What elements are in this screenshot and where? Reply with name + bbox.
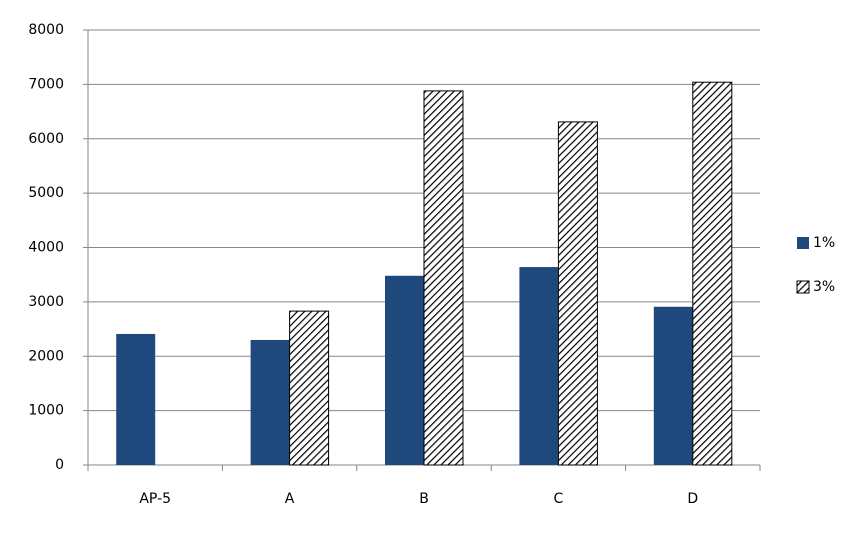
legend-swatch bbox=[797, 237, 809, 249]
x-tick-label: D bbox=[687, 491, 698, 507]
y-tick-label: 1000 bbox=[28, 403, 64, 419]
y-tick-label: 2000 bbox=[28, 348, 64, 364]
y-tick-label: 3000 bbox=[28, 294, 64, 310]
y-tick-label: 7000 bbox=[28, 76, 64, 92]
legend-swatch bbox=[796, 280, 810, 294]
bar bbox=[692, 81, 733, 466]
legend-label: 1% bbox=[813, 235, 835, 251]
y-tick-label: 8000 bbox=[28, 22, 64, 38]
bar bbox=[653, 306, 693, 465]
bar bbox=[116, 333, 156, 465]
y-tick-label: 5000 bbox=[28, 185, 64, 201]
bar bbox=[250, 339, 290, 465]
bar bbox=[385, 275, 424, 465]
x-tick-label: C bbox=[554, 491, 564, 507]
x-tick-label: B bbox=[419, 491, 429, 507]
bar bbox=[519, 267, 559, 465]
y-tick-label: 4000 bbox=[28, 240, 64, 256]
bar bbox=[557, 121, 598, 466]
bar bbox=[423, 90, 464, 466]
y-tick-label: 0 bbox=[55, 457, 64, 473]
x-tick-label: AP-5 bbox=[139, 491, 171, 507]
y-tick-label: 6000 bbox=[28, 131, 64, 147]
legend-label: 3% bbox=[813, 279, 835, 295]
x-tick-label: A bbox=[285, 491, 295, 507]
bar bbox=[289, 310, 330, 466]
